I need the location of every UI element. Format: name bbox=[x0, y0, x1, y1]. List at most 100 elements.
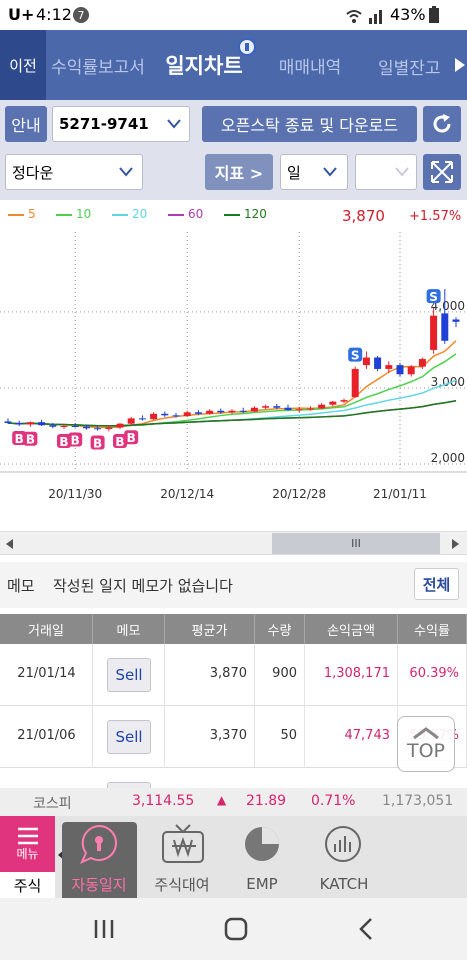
menu-button[interactable]: 메뉴 bbox=[0, 816, 55, 872]
top-label: TOP bbox=[406, 740, 446, 762]
nav-item[interactable]: EMP bbox=[246, 875, 278, 893]
candle-body bbox=[49, 425, 57, 427]
signal-label: S bbox=[351, 349, 360, 363]
signal-label: B bbox=[26, 433, 35, 447]
candle-body bbox=[194, 412, 202, 414]
stock-name: 정다운 bbox=[12, 163, 54, 182]
signal-badge bbox=[12, 430, 27, 445]
account-select[interactable]: 5271-9741 bbox=[52, 106, 190, 142]
scroll-thumb[interactable]: III bbox=[272, 533, 440, 554]
nav-item[interactable]: 주식대여 bbox=[154, 875, 210, 894]
table-cell: 21/01/14 bbox=[17, 666, 76, 681]
period-select[interactable]: 일 bbox=[280, 154, 348, 190]
index-bar: 코스피 3,114.55 ▲ 21.89 0.71% 1,173,051 bbox=[0, 788, 467, 816]
table-cell: 47,743 bbox=[344, 728, 391, 743]
nav-item[interactable]: KATCH bbox=[319, 875, 369, 893]
tab[interactable]: 일별잔고 bbox=[378, 59, 441, 79]
candle-body bbox=[138, 418, 146, 420]
scroll-right[interactable] bbox=[452, 539, 460, 549]
candle-body bbox=[105, 427, 113, 430]
table-cell: 3,870 bbox=[209, 666, 247, 681]
index-value: 3,114.55 bbox=[132, 793, 195, 809]
menu-label: 메뉴 bbox=[16, 846, 39, 861]
candle-body bbox=[71, 425, 79, 427]
system-nav bbox=[0, 898, 467, 960]
scroll-left[interactable] bbox=[6, 539, 14, 549]
status-bar: U+ 4:12 7 43% bbox=[0, 0, 467, 30]
candle-body bbox=[26, 422, 34, 425]
tab[interactable]: 매매내역 bbox=[278, 57, 342, 78]
guide-button[interactable]: 안내 bbox=[5, 106, 47, 142]
candle-body bbox=[340, 400, 348, 402]
signal-badge bbox=[124, 430, 139, 445]
stock-select[interactable]: 정다운 bbox=[5, 154, 143, 190]
legend-label: 60 bbox=[188, 207, 204, 221]
battery-level: 43% bbox=[390, 5, 426, 24]
legend-swatch bbox=[112, 214, 128, 216]
refresh-icon bbox=[433, 114, 451, 133]
table-header: 손익금액 bbox=[305, 614, 398, 644]
candle-body bbox=[38, 422, 46, 426]
tab[interactable]: 수익률보고서 bbox=[51, 57, 145, 78]
candle-body bbox=[228, 410, 236, 413]
candle-body bbox=[239, 410, 247, 412]
expand-button[interactable] bbox=[423, 154, 461, 190]
tab-active[interactable]: 일지차트 bbox=[165, 54, 243, 78]
candle-body bbox=[273, 406, 281, 408]
table-cell: 900 bbox=[272, 666, 297, 681]
all-button[interactable]: 전체 bbox=[414, 568, 459, 600]
candle-body bbox=[452, 319, 460, 322]
table-cell: 60.39% bbox=[409, 666, 459, 681]
indicator-button[interactable]: 지표 > bbox=[205, 154, 273, 190]
ma-legend: 5 10 20 60 120 bbox=[0, 200, 467, 232]
index-name: 코스피 bbox=[33, 796, 72, 812]
stock-tab[interactable]: 주식 bbox=[0, 872, 55, 898]
empty-select[interactable] bbox=[355, 154, 417, 190]
signal-label: B bbox=[115, 435, 124, 449]
memo-row: 메모 작성된 일지 메모가 없습니다 전체 bbox=[0, 562, 467, 608]
legend-swatch bbox=[56, 214, 72, 216]
candle-body bbox=[150, 413, 158, 420]
refresh-button[interactable] bbox=[423, 106, 461, 142]
table-header: 수익률 bbox=[398, 614, 467, 644]
x-tick-label: 20/12/14 bbox=[160, 487, 214, 501]
signal-label: B bbox=[127, 431, 136, 445]
signal-label: B bbox=[71, 434, 80, 448]
chevron bbox=[119, 167, 133, 177]
moving-average bbox=[7, 400, 457, 427]
sell-button[interactable]: Sell bbox=[107, 658, 151, 692]
nav-icons bbox=[80, 824, 361, 864]
candle-body bbox=[15, 422, 23, 425]
candle-body bbox=[351, 368, 359, 398]
index-rate: 0.71% bbox=[311, 793, 356, 809]
more-arrow[interactable] bbox=[455, 58, 467, 72]
sell-button[interactable]: Sell bbox=[107, 720, 151, 754]
sell-button[interactable] bbox=[107, 782, 151, 790]
top-button[interactable]: TOP bbox=[397, 716, 455, 772]
table-cell: 3,370 bbox=[209, 728, 247, 743]
candle-body bbox=[374, 357, 382, 369]
signal-badge bbox=[57, 434, 71, 449]
signal-label: B bbox=[59, 435, 68, 449]
y-tick-label: 2,000 bbox=[431, 451, 465, 465]
nav-item[interactable]: 자동일지 bbox=[71, 875, 127, 894]
legend-label: 5 bbox=[28, 207, 36, 221]
signal-icons bbox=[346, 10, 382, 24]
signal-badge bbox=[68, 432, 83, 447]
trade-table: 거래일 메모 평균가 수량 손익금액 수익률 21/01/14 Sell 3,870 900 1,3… bbox=[0, 614, 467, 790]
candle-body bbox=[407, 366, 415, 375]
candle-body bbox=[418, 359, 426, 367]
chart-scrollbar[interactable]: III bbox=[0, 531, 467, 555]
download-button[interactable]: 오픈스탁 종료 및 다운로드 bbox=[202, 106, 417, 142]
table-cell: 50 bbox=[280, 728, 297, 743]
legend-label: 20 bbox=[132, 207, 148, 221]
clock: 4:12 bbox=[36, 5, 72, 24]
signal-badge bbox=[90, 435, 105, 450]
candle-body bbox=[82, 426, 90, 429]
tab-badge bbox=[238, 38, 256, 56]
candle-body bbox=[396, 365, 404, 375]
legend-label: 120 bbox=[244, 207, 267, 221]
cell-border bbox=[164, 644, 165, 706]
back-tab[interactable]: 이전 bbox=[0, 30, 46, 100]
